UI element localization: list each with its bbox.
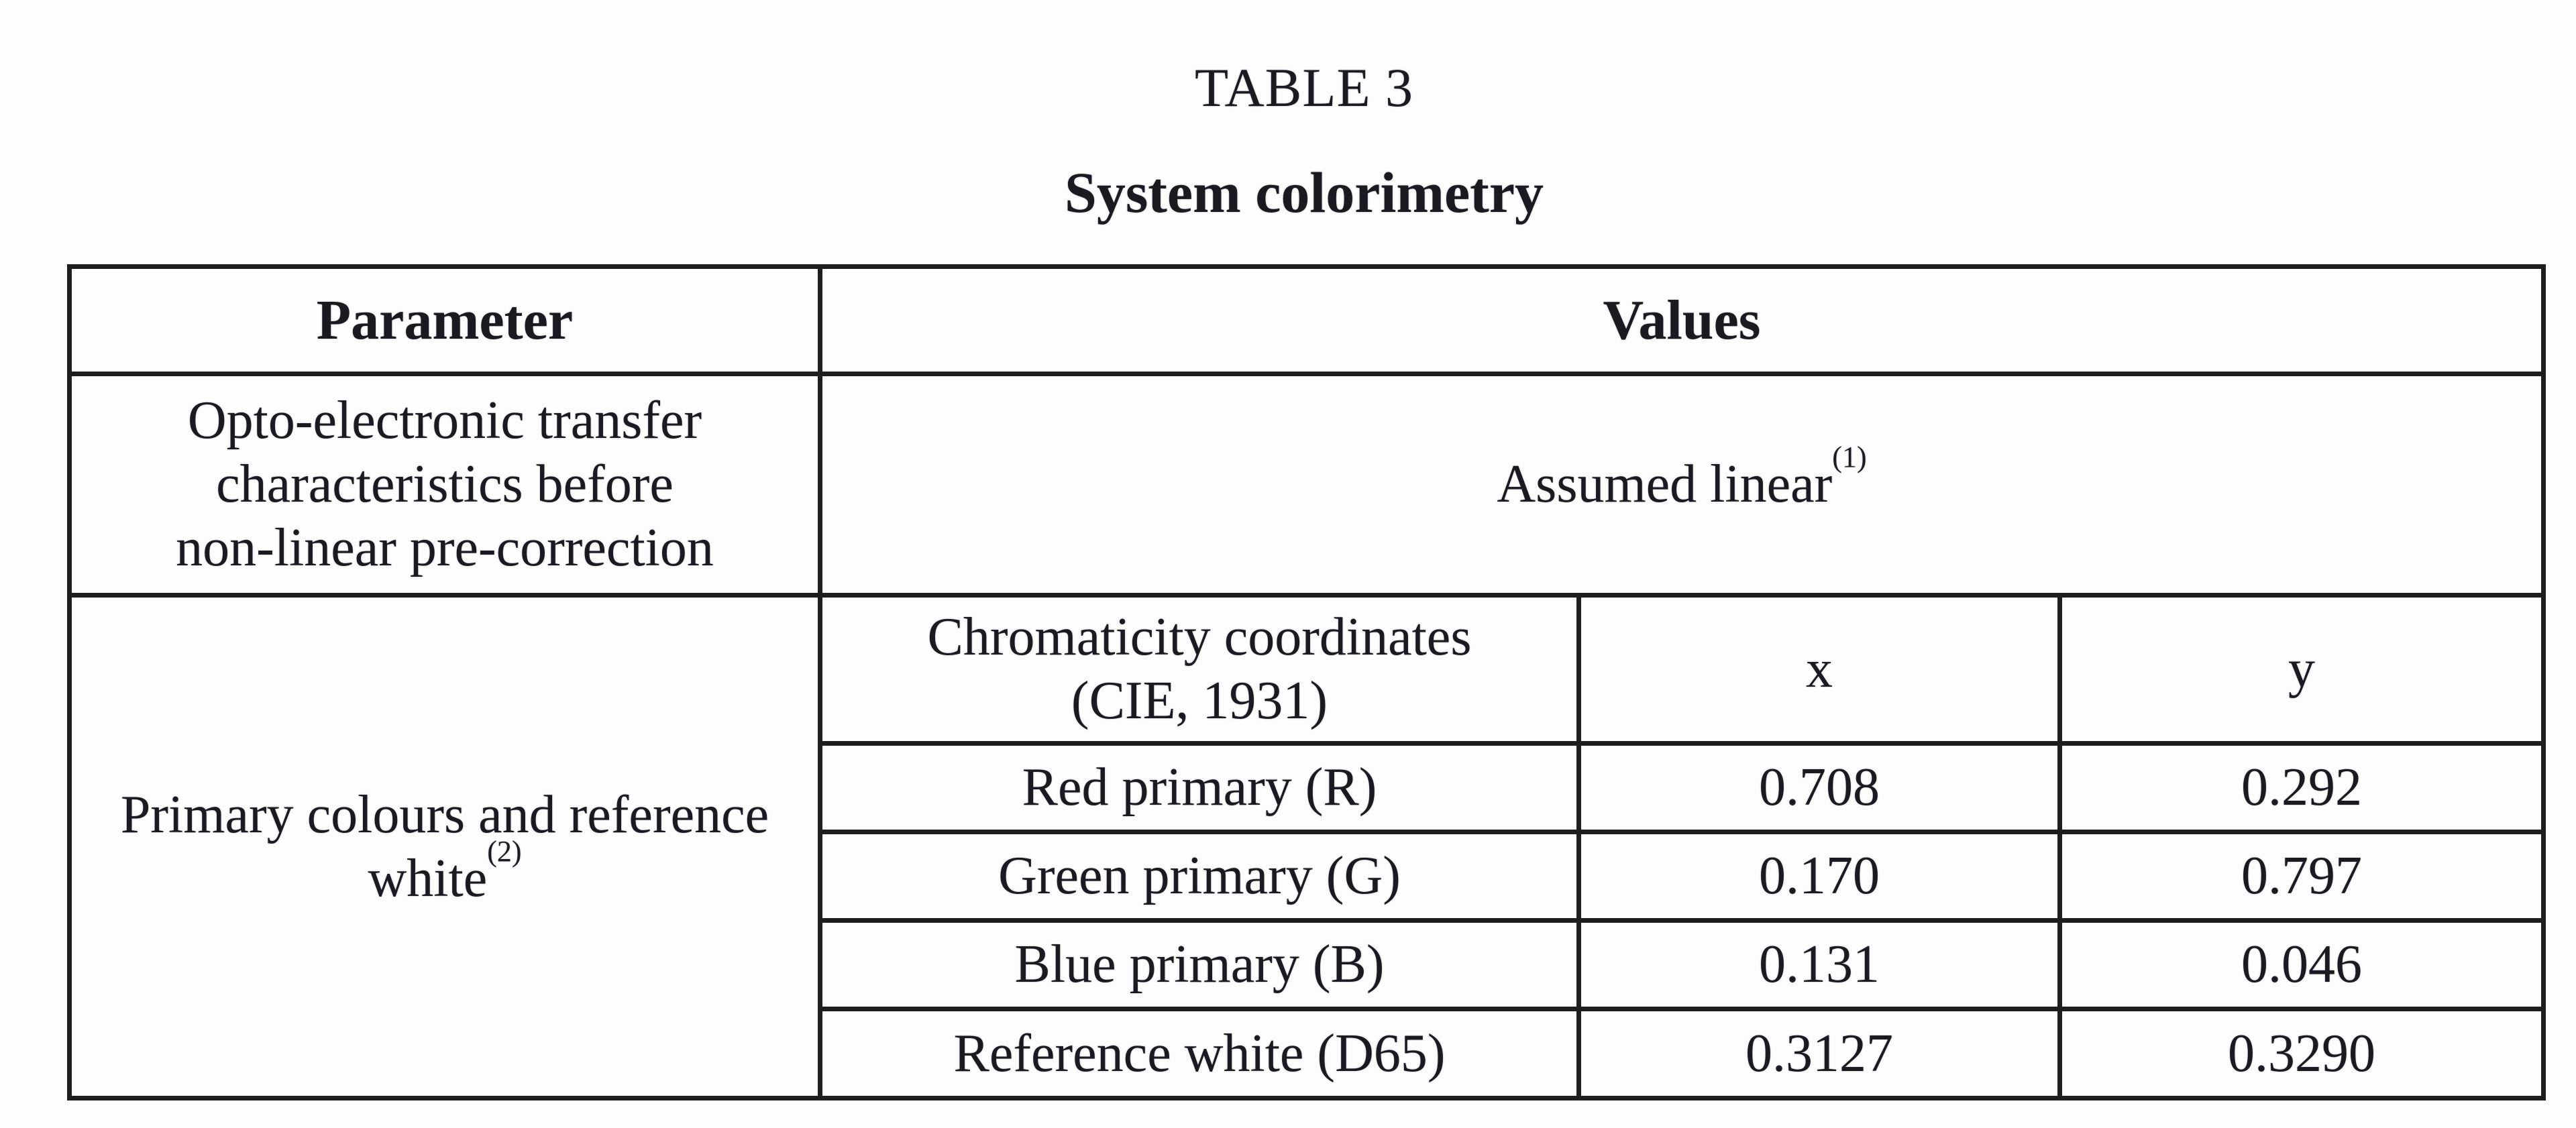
primary-colours-line-2: white(2) [72, 836, 818, 911]
opto-electronic-row: Opto-electronic transfer characteristics… [67, 372, 2546, 598]
page-subtitle: System colorimetry [1065, 160, 1544, 225]
primary-colours-cell: Primary colours and reference white(2) [67, 593, 822, 1101]
opto-parameter-cell: Opto-electronic transfer characteristics… [67, 372, 822, 598]
document-page: TABLE 3 System colorimetry Parameter Val… [67, 0, 2546, 1101]
green-primary-label-cell: Green primary (G) [818, 830, 1581, 923]
red-primary-label-cell: Red primary (R) [818, 741, 1581, 834]
green-primary-y-cell: 0.797 [2057, 830, 2546, 923]
opto-value-cell: Assumed linear(1) [817, 372, 2546, 598]
blue-primary-label-cell: Blue primary (B) [818, 918, 1581, 1011]
page-title: TABLE 3 [1194, 57, 1414, 118]
reference-white-row: Reference white (D65) 0.3127 0.3290 [70, 1007, 2546, 1101]
opto-parameter-line-2: characteristics before [216, 455, 674, 514]
x-column-header-cell: x [1576, 593, 2062, 746]
system-colorimetry-table: Parameter Values Opto-electronic transfe… [67, 264, 2546, 1101]
y-column-header-cell: y [2057, 593, 2546, 746]
reference-white-label-cell: Reference white (D65) [818, 1007, 1581, 1101]
green-primary-x-cell: 0.170 [1576, 830, 2062, 923]
green-primary-row: Green primary (G) 0.170 0.797 [70, 830, 2546, 923]
blue-primary-y-cell: 0.046 [2057, 918, 2546, 1011]
reference-white-y-cell: 0.3290 [2057, 1007, 2546, 1101]
footnote-2-marker: (2) [487, 834, 522, 868]
primary-colours-line-1: Primary colours and reference [120, 785, 769, 844]
chromaticity-coordinates-line-1: Chromaticity coordinates [927, 608, 1472, 667]
header-values-cell: Values [817, 264, 2546, 376]
opto-parameter-line-3: non-linear pre-correction [176, 518, 714, 577]
red-primary-x-cell: 0.708 [1576, 741, 2062, 834]
reference-white-x-cell: 0.3127 [1576, 1007, 2062, 1101]
primary-colours-line-2-text: white [368, 848, 488, 908]
table-header-row: Parameter Values [67, 264, 2546, 376]
footnote-1-marker: (1) [1832, 441, 1867, 474]
blue-primary-row: Blue primary (B) 0.131 0.046 [70, 918, 2546, 1011]
opto-value-text: Assumed linear [1497, 455, 1833, 514]
chromaticity-coordinates-cell: Chromaticity coordinates (CIE, 1931) [818, 593, 1581, 746]
red-primary-row: Red primary (R) 0.708 0.292 [70, 741, 2546, 834]
opto-parameter-line-1: Opto-electronic transfer [187, 391, 702, 450]
blue-primary-x-cell: 0.131 [1576, 918, 2062, 1011]
header-parameter-cell: Parameter [67, 264, 822, 376]
chromaticity-header-row: Primary colours and reference white(2) C… [67, 593, 2546, 1101]
chromaticity-coordinates-line-2: (CIE, 1931) [1071, 671, 1328, 730]
red-primary-y-cell: 0.292 [2057, 741, 2546, 834]
